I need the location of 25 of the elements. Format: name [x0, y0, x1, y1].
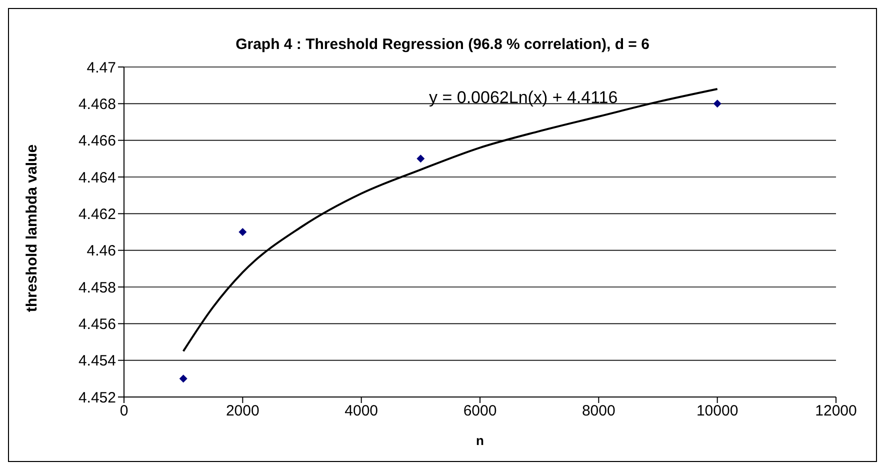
y-axis-title: threshold lambda value: [23, 144, 40, 312]
point: [179, 374, 188, 383]
x-tick-label: 6000: [463, 402, 497, 420]
x-tick-label: 0: [120, 402, 128, 420]
y-tick-label: 4.468: [78, 96, 116, 113]
y-tick-label: 4.458: [78, 279, 116, 296]
y-tick-label: 4.452: [78, 389, 116, 406]
point: [416, 154, 425, 163]
x-tick-label: 10000: [696, 402, 738, 420]
x-tick-label: 8000: [582, 402, 616, 420]
y-tick-label: 4.462: [78, 206, 116, 223]
y-tick-label: 4.464: [78, 169, 116, 186]
y-tick-label: 4.454: [78, 352, 116, 370]
y-tick-label: 4.46: [86, 242, 116, 260]
annotation: y = 0.0062Ln(x) + 4.4116: [429, 88, 618, 108]
y-tick-label: 4.466: [78, 132, 116, 150]
x-tick-label: 2000: [226, 402, 260, 420]
y-tick-label: 4.456: [78, 316, 116, 333]
x-tick-label: 4000: [344, 402, 378, 420]
y-tick-label: 4.47: [86, 59, 116, 76]
point: [238, 228, 247, 236]
x-axis-title: n: [476, 433, 484, 448]
point: [713, 100, 722, 108]
x-tick-label: 12000: [815, 402, 857, 420]
chart-title: Graph 4 : Threshold Regression (96.8 % correlation), d = 6: [234, 36, 650, 53]
